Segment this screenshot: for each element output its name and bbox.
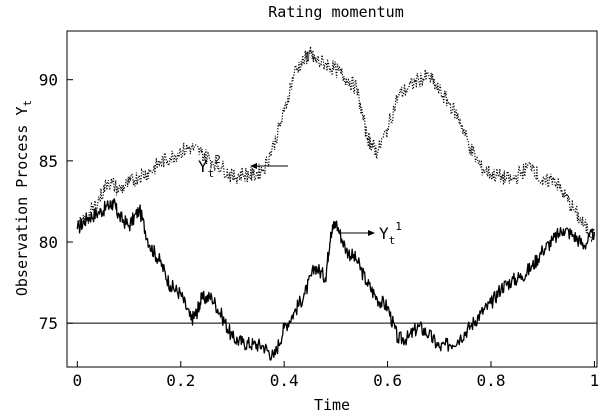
x-axis: 0 0.2 0.4 0.6 0.8 1	[73, 361, 600, 390]
y-axis-title: Observation Process Yt	[13, 100, 34, 296]
series-2-line	[76, 46, 596, 243]
plot-frame	[66, 30, 598, 368]
x-tick-label: 1	[590, 371, 600, 390]
chart-title: Rating momentum	[268, 3, 403, 21]
series-2-arrowhead	[250, 163, 257, 169]
y-tick-label: 80	[39, 233, 58, 252]
series-2-label: Yt2	[198, 153, 221, 180]
series-2-annotation: Yt2	[198, 153, 288, 180]
y-tick-label: 75	[39, 314, 58, 333]
series-1-line	[76, 198, 596, 361]
x-tick-label: 0.8	[477, 371, 506, 390]
y-tick-label: 90	[39, 71, 58, 90]
x-tick-label: 0.6	[373, 371, 402, 390]
series-1-arrowhead	[368, 230, 375, 236]
x-tick-label: 0.4	[270, 371, 299, 390]
series-1-annotation: Yt1	[340, 220, 402, 247]
y-axis: 75 80 85 90	[39, 71, 73, 333]
series-1-label: Yt1	[379, 220, 402, 247]
x-axis-title: Time	[314, 396, 350, 414]
y-tick-label: 85	[39, 152, 58, 171]
x-tick-label: 0.2	[166, 371, 195, 390]
x-tick-label: 0	[73, 371, 83, 390]
